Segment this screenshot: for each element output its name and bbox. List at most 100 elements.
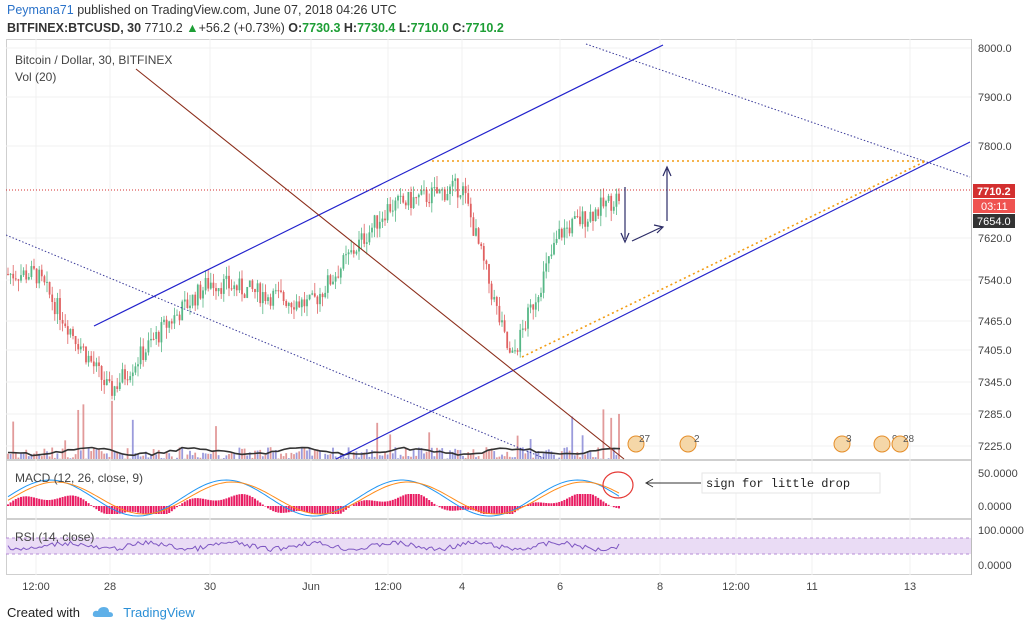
volume-bar [391,453,394,459]
volume-bar [25,449,28,459]
macd-histogram-bar [584,494,587,506]
price-pane[interactable] [6,39,972,460]
volume-bar [261,456,264,459]
brown-downtrend-line[interactable] [135,68,625,460]
macd-histogram-bar [545,503,548,506]
time-tick-label: 12:00 [374,581,402,593]
volume-bar [131,419,134,459]
candle-body [155,332,158,339]
price-tick-label: 7540.0 [978,275,1012,287]
volume-bar [547,449,550,459]
macd-histogram-bar [555,502,558,506]
candle-body [514,350,516,352]
volume-bar [371,450,373,459]
macd-histogram-bar [430,501,433,506]
dotted-resistance-line[interactable] [585,43,971,178]
volume-bar [581,435,584,459]
event-badges[interactable]: 27 2 3 9 28 [627,434,915,453]
event-badge[interactable]: 28 [891,434,915,453]
tradingview-link[interactable]: TradingView [123,605,195,620]
volume-bar [493,451,496,459]
volume-bar [449,450,451,459]
macd-histogram-bar [43,499,46,506]
candle-body [173,315,176,324]
candle-body [280,290,282,293]
volume-bar [553,454,555,459]
candle-body [592,211,594,221]
macd-histogram-bar [373,500,376,506]
volume-bar [168,453,171,459]
volume-bar [495,457,498,459]
macd-histogram-bar [371,500,373,506]
volume-bar [589,450,592,459]
publisher-name[interactable]: Peymana71 [7,3,74,17]
macd-histogram-bar [202,498,204,506]
candle-body [519,329,522,352]
candle-body [319,293,321,305]
candle-body [472,217,475,236]
macd-histogram-bar [139,506,142,514]
annotation-box[interactable] [701,472,881,494]
chart-area[interactable]: 27 2 3 9 28 sign for little drop Bitcoin… [5,39,1029,599]
candle-body [563,227,566,238]
volume-bar [9,454,12,459]
candle-body [254,289,256,293]
candle-body [108,379,111,382]
candle-body [534,302,537,310]
drop-signal-circle[interactable] [602,471,634,499]
candle-body [126,379,129,381]
price-axis[interactable]: 8000.0 7900.0 7800.0 7620.0 7540.0 7465.0 7405… [978,43,1024,572]
volume-bar [376,422,379,459]
macd-histogram-bar [176,506,178,508]
macd-legend: MACD (12, 26, close, 9) [15,471,143,485]
macd-histogram-bar [334,506,337,514]
macd-histogram-bar [441,506,444,509]
volume-bar [100,451,103,459]
event-badge[interactable]: 27 [627,434,651,453]
candle-body [215,288,217,292]
volume-bar [498,456,501,459]
volume-bar [475,457,477,459]
last-value: 7710.2 [144,21,183,35]
macd-histogram-bar [225,498,228,506]
candle-body [547,256,550,264]
time-axis[interactable]: 12:00 28 30 Jun 12:00 4 6 8 12:00 11 13 [22,581,916,593]
volume-bar [191,455,194,459]
close-label: C: [452,21,466,35]
price-tick-label: 7800.0 [978,141,1012,153]
macd-histogram-bar [428,499,431,506]
event-badge[interactable]: 3 [833,434,852,453]
volume-bar [433,456,436,459]
macd-histogram-bar [586,494,589,506]
macd-histogram-bar [251,497,254,506]
volume-bar [90,451,93,459]
event-badge[interactable]: 2 [679,434,700,453]
candle-body [321,293,324,298]
macd-histogram-bar [147,506,150,514]
volume-bar [511,457,514,459]
volume-bar [615,454,618,459]
candle-body [189,305,191,308]
candle-body [363,233,366,244]
upper-channel-line[interactable] [93,44,664,327]
volume-bar [540,456,542,459]
macd-histogram-bar [215,500,217,506]
candle-body [425,189,428,203]
candle-body [506,331,509,349]
macd-histogram-bar [477,506,480,513]
volume-bar [352,452,355,459]
macd-histogram-bar [456,506,459,511]
candle-body [594,209,597,221]
volume-bar [384,452,386,459]
dotted-support-line[interactable] [5,234,547,460]
candle-body [82,346,85,348]
macd-histogram-bar [64,496,67,506]
macd-histogram-bar [602,501,605,506]
macd-histogram-bar [230,496,233,506]
rsi-line [7,540,620,553]
chart-svg[interactable]: 27 2 3 9 28 sign for little drop Bitcoin… [5,39,1029,599]
time-tick-label: 11 [806,581,817,593]
volume-bar [503,456,506,459]
lower-channel-line[interactable] [335,141,971,460]
countdown-badge: 03:11 [973,199,1015,213]
